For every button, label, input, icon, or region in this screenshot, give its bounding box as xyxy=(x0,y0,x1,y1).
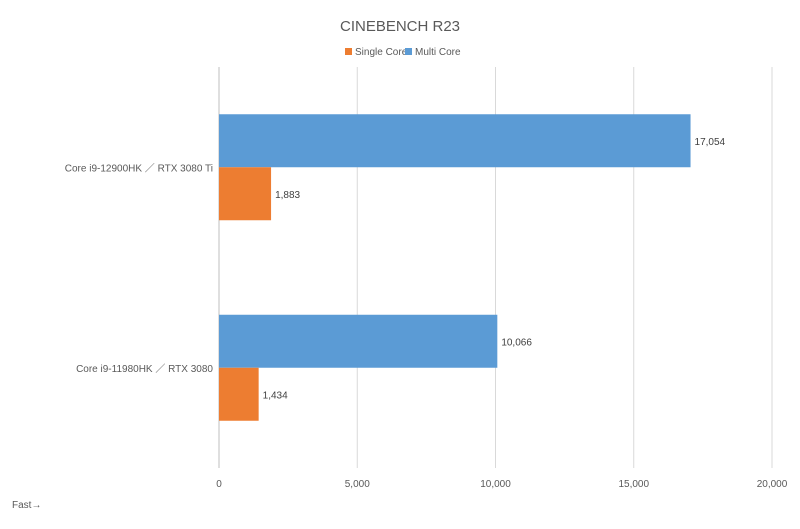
bar-single-core xyxy=(219,167,272,221)
fast-annotation: Fast→ xyxy=(12,500,41,511)
x-tick-label: 20,000 xyxy=(757,479,788,490)
x-tick-label: 10,000 xyxy=(480,479,511,490)
category-label: Core i9-12900HK ／ RTX 3080 Ti xyxy=(65,162,213,174)
legend: Single Core Multi Core xyxy=(345,47,461,58)
data-label: 1,883 xyxy=(275,190,300,201)
category-label: Core i9-11980HK ／ RTX 3080 xyxy=(76,363,213,375)
legend-swatch-multi-core xyxy=(405,48,412,55)
data-label: 10,066 xyxy=(501,337,532,348)
legend-label-single-core: Single Core xyxy=(355,47,408,58)
x-axis-ticks: 0 5,000 10,000 15,000 20,000 xyxy=(216,479,788,490)
data-label: 17,054 xyxy=(695,137,726,148)
bar-multi-core xyxy=(219,314,498,368)
value-labels: 17,054 1,883 10,066 1,434 xyxy=(263,137,726,402)
data-label: 1,434 xyxy=(263,390,288,401)
bar-multi-core xyxy=(219,114,691,168)
x-tick-label: 15,000 xyxy=(618,479,649,490)
legend-swatch-single-core xyxy=(345,48,352,55)
bar-single-core xyxy=(219,367,259,421)
category-labels: Core i9-12900HK ／ RTX 3080 Ti Core i9-119… xyxy=(65,162,214,375)
chart-title: CINEBENCH R23 xyxy=(340,18,460,35)
x-tick-label: 0 xyxy=(216,479,222,490)
bars xyxy=(219,114,691,421)
x-tick-label: 5,000 xyxy=(345,479,370,490)
legend-label-multi-core: Multi Core xyxy=(415,47,461,58)
